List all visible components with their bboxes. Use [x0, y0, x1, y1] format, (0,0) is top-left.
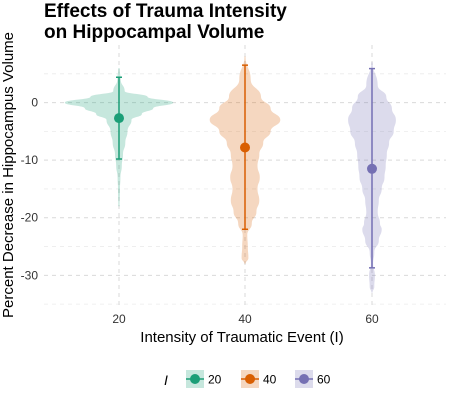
y-tick-label: 0 — [31, 96, 38, 110]
legend-label: 40 — [263, 373, 277, 387]
y-tick-labels: 0 -10 -20 -30 — [21, 96, 39, 283]
mean-point-20 — [114, 113, 124, 124]
x-tick-label: 60 — [365, 312, 379, 326]
x-tick-label: 20 — [112, 312, 126, 326]
x-axis-title: Intensity of Traumatic Event (I) — [140, 329, 343, 346]
y-tick-label: -20 — [21, 211, 39, 225]
legend-label: 20 — [208, 373, 222, 387]
mean-points — [114, 113, 377, 174]
mean-point-40 — [240, 142, 250, 153]
x-tick-label: 40 — [238, 312, 252, 326]
legend-key-point-40 — [245, 374, 255, 384]
legend-key-point-60 — [299, 374, 309, 384]
y-tick-label: -30 — [21, 268, 39, 282]
y-axis-title: Percent Decrease in Hippocampus Volume — [0, 32, 17, 318]
violins — [64, 56, 396, 293]
y-tick-label: -10 — [21, 153, 39, 167]
x-tick-labels: 20 40 60 — [112, 312, 379, 326]
legend: I 20 40 60 — [164, 370, 331, 388]
legend-key-point-20 — [190, 374, 200, 384]
chart-title-line-2: on Hippocampal Volume — [44, 22, 264, 43]
mean-point-60 — [367, 163, 377, 174]
legend-title: I — [164, 372, 168, 388]
chart-title-line-1: Effects of Trauma Intensity — [44, 1, 287, 22]
legend-label: 60 — [317, 373, 331, 387]
